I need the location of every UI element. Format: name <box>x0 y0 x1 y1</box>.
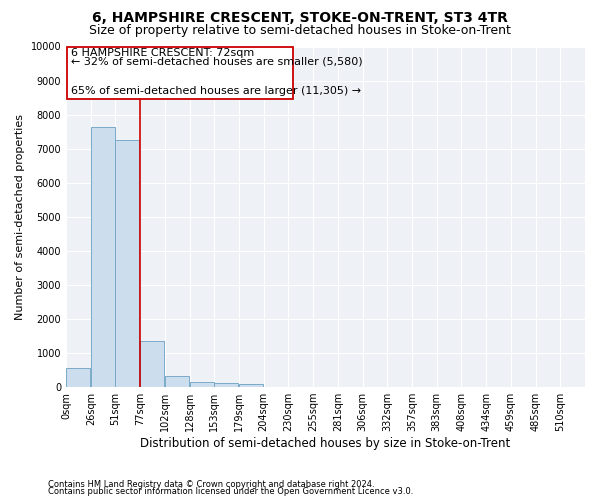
Bar <box>66 368 90 387</box>
Bar <box>165 376 189 387</box>
Text: Contains public sector information licensed under the Open Government Licence v3: Contains public sector information licen… <box>48 487 413 496</box>
Text: 6, HAMPSHIRE CRESCENT, STOKE-ON-TRENT, ST3 4TR: 6, HAMPSHIRE CRESCENT, STOKE-ON-TRENT, S… <box>92 11 508 25</box>
Text: 65% of semi-detached houses are larger (11,305) →: 65% of semi-detached houses are larger (… <box>71 86 361 96</box>
FancyBboxPatch shape <box>67 46 293 100</box>
Y-axis label: Number of semi-detached properties: Number of semi-detached properties <box>15 114 25 320</box>
Bar <box>190 382 214 387</box>
Text: Size of property relative to semi-detached houses in Stoke-on-Trent: Size of property relative to semi-detach… <box>89 24 511 37</box>
Bar <box>214 384 238 387</box>
Bar <box>140 341 164 387</box>
Text: Contains HM Land Registry data © Crown copyright and database right 2024.: Contains HM Land Registry data © Crown c… <box>48 480 374 489</box>
Bar <box>115 140 139 387</box>
Bar <box>239 384 263 387</box>
X-axis label: Distribution of semi-detached houses by size in Stoke-on-Trent: Distribution of semi-detached houses by … <box>140 437 511 450</box>
Bar <box>91 126 115 387</box>
Text: 6 HAMPSHIRE CRESCENT: 72sqm: 6 HAMPSHIRE CRESCENT: 72sqm <box>71 48 254 58</box>
Text: ← 32% of semi-detached houses are smaller (5,580): ← 32% of semi-detached houses are smalle… <box>71 57 363 67</box>
